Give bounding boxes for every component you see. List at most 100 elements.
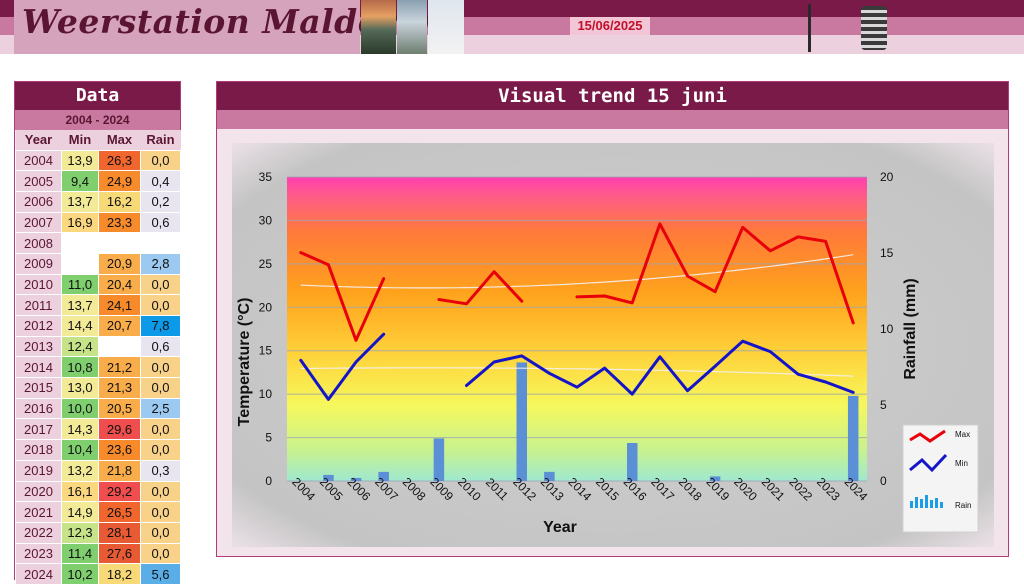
max-series-line (299, 222, 855, 342)
cell-rain: 5,6 (140, 563, 181, 584)
table-row: 2022 12,3 28,1 0,0 (15, 521, 181, 544)
cell-year: 2005 (15, 170, 62, 192)
y-tick-label: 25 (259, 257, 273, 271)
cell-rain: 0,0 (140, 418, 181, 441)
x-axis-title: Year (543, 519, 577, 536)
cell-year: 2022 (15, 521, 62, 544)
legend-rain-icon (930, 500, 933, 508)
cell-min: 13,7 (61, 294, 99, 316)
cell-year: 2018 (15, 439, 62, 461)
cell-min: 9,4 (61, 170, 99, 192)
cell-year: 2023 (15, 542, 62, 565)
cell-rain: 0,4 (140, 170, 181, 192)
cell-rain: 0,0 (140, 480, 181, 503)
y-tick-label: 5 (265, 431, 272, 445)
min-series-line (299, 332, 855, 401)
y2-tick-label: 10 (880, 322, 894, 336)
legend-rain-icon (920, 499, 923, 508)
data-table: Year Min Max Rain 2004 13,9 26,3 0,0 2005 9,4… (15, 130, 181, 584)
legend-box (902, 424, 979, 533)
chart-panel-subbar (217, 110, 1008, 129)
legend-rain-icon (935, 498, 938, 508)
rain-bar (433, 438, 445, 481)
legend-rain-icon (910, 501, 913, 508)
rain-bar (350, 477, 362, 481)
table-row: 2010 11,0 20,4 0,0 (15, 273, 181, 296)
cell-rain: 0,3 (140, 459, 181, 482)
radiation-shield-icon (861, 6, 887, 50)
cell-year: 2007 (15, 211, 62, 234)
cell-rain: 0,0 (140, 542, 181, 565)
column-header-min: Min (61, 130, 99, 150)
column-header-max: Max (98, 130, 141, 150)
table-row: 2013 12,4 0,6 (15, 335, 181, 358)
cell-rain: 0,6 (140, 211, 181, 234)
table-row: 2021 14,9 26,5 0,0 (15, 501, 181, 523)
table-row: 2006 13,7 16,2 0,2 (15, 190, 181, 213)
y2-tick-label: 20 (880, 170, 894, 184)
table-row: 2004 13,9 26,3 0,0 (15, 149, 181, 172)
cell-year: 2024 (15, 563, 62, 584)
column-header-rain: Rain (140, 130, 181, 150)
cell-min: 10,8 (61, 356, 99, 379)
rain-bar (626, 443, 638, 481)
rain-bar (378, 471, 389, 481)
cell-min (61, 232, 99, 254)
cell-year: 2013 (15, 335, 62, 358)
mast-icon (808, 4, 811, 52)
y2-tick-label: 15 (880, 246, 894, 260)
cell-min: 11,4 (61, 542, 99, 565)
cell-min: 16,9 (61, 211, 99, 234)
cell-year: 2016 (15, 397, 62, 420)
chart-panel-title: Visual trend 15 juni (217, 82, 1008, 110)
cell-year: 2015 (15, 377, 62, 399)
cell-rain: 0,6 (140, 335, 181, 358)
rain-bar (847, 395, 859, 481)
cell-max (98, 232, 141, 254)
cell-rain: 0,0 (140, 294, 181, 316)
cell-rain: 0,0 (140, 377, 181, 399)
table-row: 2005 9,4 24,9 0,4 (15, 170, 181, 192)
cell-min: 14,4 (61, 315, 99, 337)
data-panel-range: 2004 - 2024 (15, 110, 180, 130)
cell-max: 26,3 (98, 149, 141, 172)
table-row: 2017 14,3 29,6 0,0 (15, 418, 181, 441)
legend-rain-icon (915, 497, 918, 508)
cell-year: 2004 (15, 149, 62, 172)
table-row: 2023 11,4 27,6 0,0 (15, 542, 181, 565)
legend-rain-icon (925, 495, 928, 508)
table-row: 2024 10,2 18,2 5,6 (15, 563, 181, 584)
table-row: 2011 13,7 24,1 0,0 (15, 294, 181, 316)
cell-year: 2021 (15, 501, 62, 523)
cell-max: 20,4 (98, 273, 141, 296)
table-row: 2020 16,1 29,2 0,0 (15, 480, 181, 503)
cell-max: 24,1 (98, 294, 141, 316)
legend-rain-label: Rain (955, 501, 971, 510)
cell-min: 10,4 (61, 439, 99, 461)
anemometer-photo (397, 0, 811, 54)
cell-min (61, 252, 99, 275)
cell-max: 16,2 (98, 190, 141, 213)
table-row: 2014 10,8 21,2 0,0 (15, 356, 181, 379)
table-row: 2008 (15, 232, 181, 254)
cell-year: 2008 (15, 232, 62, 254)
max-trendline (300, 254, 854, 289)
cell-max: 20,7 (98, 315, 141, 337)
data-panel-title: Data (15, 82, 180, 110)
legend-min-label: Min (955, 459, 968, 468)
stevenson-screen-photo (428, 0, 887, 54)
rain-bar (544, 471, 555, 481)
cell-rain: 0,0 (140, 439, 181, 461)
legend-rain-icon (940, 502, 943, 508)
y-tick-label: 20 (259, 300, 273, 314)
legend-min-icon (909, 453, 948, 473)
y-tick-label: 30 (259, 213, 273, 227)
cell-min: 11,0 (61, 273, 99, 296)
rain-bar (709, 476, 721, 481)
cell-year: 2012 (15, 315, 62, 337)
cell-min: 10,2 (61, 563, 99, 584)
y2-axis-title: Rainfall (mm) (902, 278, 919, 379)
cell-min: 13,2 (61, 459, 99, 482)
cell-rain: 0,0 (140, 273, 181, 296)
data-table-body: 2004 13,9 26,3 0,0 2005 9,4 24,9 0,4 2006 13,7 16,… (15, 149, 181, 584)
